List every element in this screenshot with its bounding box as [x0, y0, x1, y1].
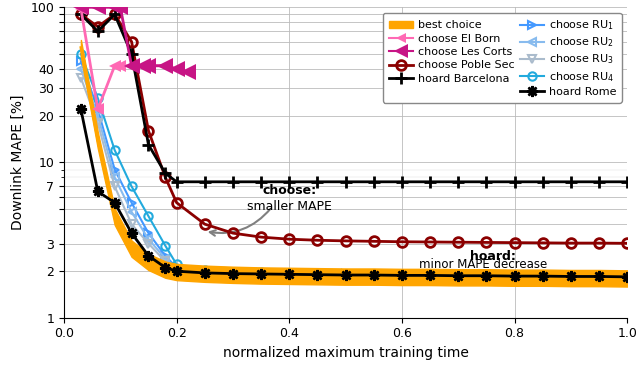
Text: minor MAPE decrease: minor MAPE decrease: [419, 258, 547, 271]
X-axis label: normalized maximum training time: normalized maximum training time: [223, 346, 468, 360]
Y-axis label: Downlink MAPE [%]: Downlink MAPE [%]: [11, 95, 25, 230]
Text: hoard:: hoard:: [470, 250, 515, 263]
Text: choose:: choose:: [262, 184, 316, 197]
Legend: best choice, choose El Born, choose Les Corts, choose Poble Sec, hoard Barcelona: best choice, choose El Born, choose Les …: [383, 13, 621, 103]
Text: smaller MAPE: smaller MAPE: [247, 200, 332, 213]
